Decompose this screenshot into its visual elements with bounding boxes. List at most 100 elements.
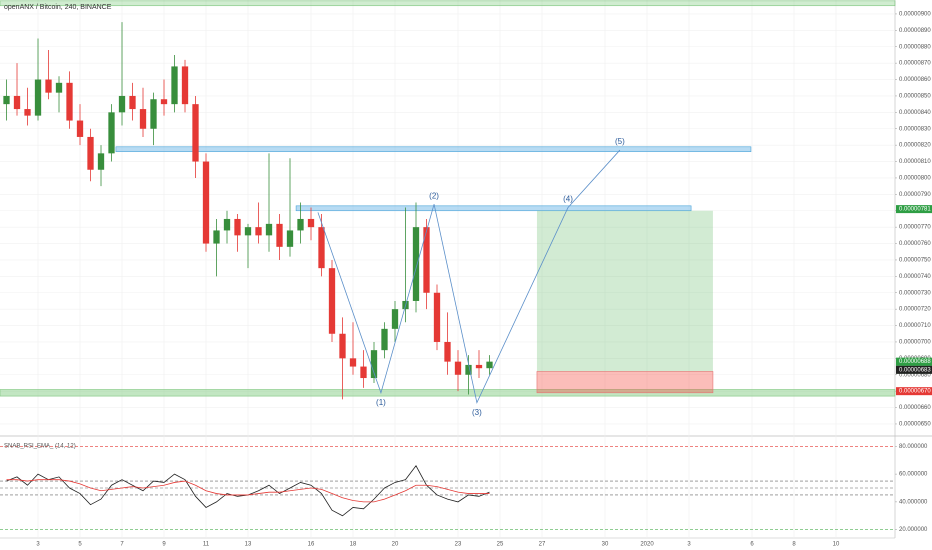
candle-body	[307, 218, 315, 228]
candle-body	[465, 364, 472, 375]
zone	[115, 146, 752, 153]
y-tick-label: 0.00000830	[899, 126, 931, 132]
price-tag-label: 0.00000688	[899, 359, 931, 365]
x-tick-label: 16	[308, 542, 315, 548]
y-tick-label: 0.00000650	[899, 422, 931, 428]
zone	[0, 389, 896, 397]
y-tick-label: 0.00000660	[899, 405, 931, 411]
wave-line	[317, 149, 621, 404]
candle-body	[391, 309, 399, 329]
x-tick-label: 9	[162, 542, 166, 548]
candle-body	[255, 227, 262, 236]
x-tick-label: 10	[833, 542, 840, 548]
indicator-pane: 80.000000 60.000000 40.000000 20.000000	[0, 444, 928, 533]
candle-body	[475, 364, 483, 369]
candle-body	[192, 104, 199, 162]
candle-body	[24, 109, 31, 116]
candle-body	[433, 292, 441, 342]
candle-body	[370, 350, 378, 379]
candle-body	[244, 227, 252, 236]
price-tag	[896, 365, 932, 374]
candle-body	[13, 95, 21, 110]
y-tick-label: 0.00000750	[899, 258, 931, 264]
candle-body	[297, 218, 304, 231]
x-tick-label: 6	[750, 542, 754, 548]
indicator-name: SNAB_RSI_EMA_ (14, 12)	[4, 444, 76, 450]
candles	[3, 22, 493, 400]
x-tick-label: 30	[602, 542, 609, 548]
candle-body	[454, 361, 462, 375]
y-tick-label: 0.00000870	[899, 61, 931, 67]
candle-body	[181, 66, 189, 105]
candle-body	[265, 223, 273, 236]
candle-body	[328, 268, 336, 334]
zone	[0, 0, 896, 7]
x-tick-label: 8	[792, 542, 796, 548]
rsi-line	[6, 479, 490, 503]
rsi-tick-label: 80.000000	[899, 444, 928, 450]
price-tag	[896, 387, 932, 396]
y-tick-label: 0.00000810	[899, 159, 931, 165]
y-tick-label: 0.00000840	[899, 110, 931, 116]
candle-body	[45, 79, 52, 93]
candle-body	[160, 99, 168, 105]
candle-body	[339, 333, 346, 359]
x-tick-label: 20	[392, 542, 399, 548]
x-tick-label: 25	[497, 542, 504, 548]
candle-body	[66, 82, 73, 121]
candle-body	[34, 79, 42, 116]
candle-body	[171, 66, 178, 105]
y-tick-label: 0.00000850	[899, 94, 931, 100]
wave-label: (3)	[472, 408, 482, 417]
x-tick-label: 2020	[640, 542, 654, 548]
y-tick-label: 0.00000740	[899, 274, 931, 280]
rsi-tick-label: 40.000000	[899, 499, 928, 505]
price-tag	[896, 205, 932, 214]
candle-body	[318, 227, 325, 269]
y-tick-label: 0.00000770	[899, 225, 931, 231]
price-tag	[896, 357, 932, 366]
x-tick-label: 23	[455, 542, 462, 548]
candle-body	[118, 95, 126, 113]
candle-body	[108, 112, 115, 154]
zones	[0, 0, 896, 397]
candle-body	[202, 161, 210, 244]
candle-body	[276, 223, 283, 247]
candle-body	[150, 99, 157, 129]
y-tick-label: 0.00000720	[899, 307, 931, 313]
x-tick-label: 13	[245, 542, 252, 548]
candle-body	[423, 227, 430, 293]
y-tick-label: 0.00000730	[899, 290, 931, 296]
candle-body	[381, 328, 388, 351]
y-tick-label: 0.00000680	[899, 372, 931, 378]
y-tick-label: 0.00000710	[899, 323, 931, 329]
y-tick-label: 0.00000900	[899, 12, 931, 18]
zone	[536, 371, 714, 394]
y-tick-label: 0.00000890	[899, 28, 931, 34]
candle-body	[234, 218, 241, 236]
candle-body	[76, 120, 84, 137]
candle-body	[444, 341, 451, 362]
y-tick-label: 0.00000700	[899, 340, 931, 346]
zone	[295, 205, 692, 212]
zone	[536, 210, 713, 372]
candle-body	[286, 230, 294, 247]
wave-label: (2)	[429, 191, 439, 200]
candle-body	[412, 227, 420, 301]
candle-body	[139, 109, 147, 129]
drawings: (1) (2) (3) (4) (5)	[317, 137, 625, 417]
x-tick-label: 27	[539, 542, 546, 548]
y-tick-label: 0.00000790	[899, 192, 931, 198]
y-tick-label: 0.00000860	[899, 77, 931, 83]
y-tick-label: 0.00000880	[899, 44, 931, 50]
x-tick-label: 3	[36, 542, 40, 548]
wave-label: (4)	[563, 195, 573, 204]
rsi-tick-label: 60.000000	[899, 472, 928, 478]
candle-body	[55, 82, 63, 93]
candle-body	[87, 136, 94, 170]
y-tick-label: 0.00000800	[899, 176, 931, 182]
x-tick-label: 3	[687, 542, 691, 548]
axes: 3 5 7 9 11 13 16 18 20 23 25 27 30 2020 3 6 8 10 0.0000090…	[36, 12, 932, 548]
